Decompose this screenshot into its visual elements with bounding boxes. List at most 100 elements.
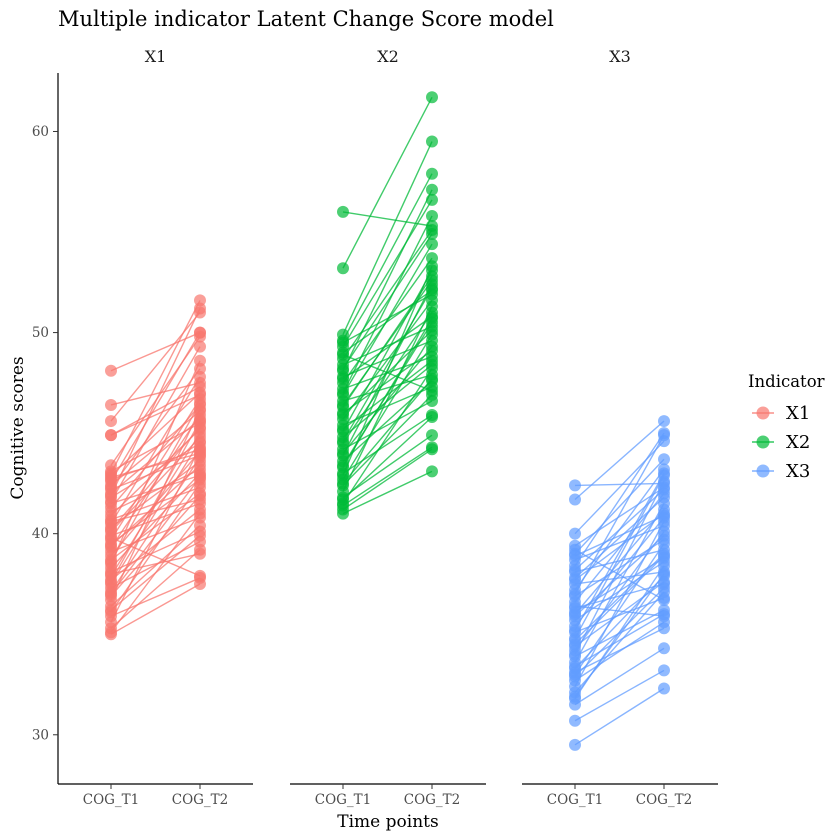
data-point-t2	[426, 411, 438, 424]
data-point-t2	[194, 362, 206, 375]
data-point-t2	[658, 467, 670, 480]
trajectory-line	[110, 476, 201, 595]
y-tick-label: 40	[32, 526, 49, 542]
y-tick-label: 50	[32, 325, 49, 341]
trajectory-line	[342, 299, 433, 420]
data-point-t1	[105, 415, 117, 428]
data-point-t1	[569, 493, 581, 506]
legend-label: X3	[786, 461, 810, 482]
trajectory-line	[574, 549, 665, 601]
data-point-t1	[337, 499, 349, 512]
series-lines	[574, 420, 665, 746]
trajectory-line	[342, 141, 433, 335]
facet-panels: X1 COG_T1 COG_T2 X2 COG_T1 COG_T2 X3 COG_T1 COG_…	[58, 47, 718, 808]
data-point-t1	[105, 588, 117, 601]
x-tick-label: COG_T2	[404, 792, 461, 808]
data-point-t1	[337, 398, 349, 411]
data-point-t2	[194, 569, 206, 582]
data-point-t1	[337, 348, 349, 361]
data-point-t2	[194, 493, 206, 506]
data-point-t1	[105, 539, 117, 552]
legend-key-point	[756, 464, 770, 478]
data-point-t2	[426, 183, 438, 196]
data-point-t2	[658, 664, 670, 677]
legend-items: X1 X2 X3	[752, 403, 810, 482]
trajectory-line	[574, 503, 665, 663]
trajectory-line	[110, 331, 201, 372]
data-point-t1	[569, 479, 581, 492]
x-tick-label: COG_T1	[315, 792, 372, 808]
data-point-t1	[569, 606, 581, 619]
data-point-t2	[426, 228, 438, 241]
legend-label: X2	[786, 432, 810, 453]
data-point-t1	[337, 336, 349, 349]
trajectory-line	[574, 513, 665, 581]
trajectory-line	[110, 392, 201, 476]
data-point-t1	[337, 386, 349, 399]
series-points	[569, 415, 670, 751]
panel-strip-label: X2	[377, 47, 399, 66]
trajectory-line	[110, 382, 201, 406]
data-point-t2	[194, 396, 206, 409]
data-point-t2	[658, 483, 670, 496]
data-point-t2	[658, 608, 670, 621]
legend-title: Indicator	[748, 372, 825, 391]
trajectory-line	[342, 380, 433, 462]
trajectory-line	[342, 368, 433, 504]
trajectory-line	[342, 448, 433, 511]
trajectory-line	[574, 613, 665, 668]
data-point-t1	[569, 738, 581, 751]
data-point-t2	[426, 167, 438, 180]
trajectory-line	[110, 440, 201, 585]
trajectory-line	[342, 279, 433, 406]
data-point-t1	[569, 714, 581, 727]
data-point-t2	[658, 594, 670, 607]
trajectory-line	[342, 189, 433, 372]
trajectory-line	[574, 420, 665, 501]
data-point-t1	[569, 624, 581, 637]
trajectory-line	[574, 440, 665, 535]
trajectory-line	[342, 470, 433, 515]
data-point-t1	[337, 372, 349, 385]
data-point-t1	[105, 575, 117, 588]
data-point-t1	[105, 398, 117, 411]
trajectory-line	[574, 581, 665, 647]
data-point-t2	[426, 300, 438, 313]
trajectory-line	[110, 583, 201, 635]
data-point-t2	[194, 507, 206, 520]
trajectory-line	[110, 452, 201, 479]
data-point-t1	[569, 640, 581, 653]
trajectory-line	[110, 549, 201, 629]
data-point-t1	[337, 477, 349, 490]
trajectory-line	[574, 573, 665, 697]
data-point-t1	[105, 471, 117, 484]
trajectory-line	[574, 621, 665, 682]
data-point-t1	[105, 489, 117, 502]
trajectory-line	[574, 627, 665, 674]
legend-item-x2: X2	[752, 432, 810, 453]
data-point-t1	[337, 423, 349, 436]
data-point-t2	[658, 429, 670, 442]
trajectory-line	[574, 486, 665, 547]
data-point-t2	[426, 429, 438, 442]
data-point-t2	[194, 519, 206, 532]
data-point-t2	[658, 551, 670, 564]
trajectory-line	[574, 473, 665, 631]
data-point-t2	[194, 447, 206, 460]
data-point-t2	[426, 193, 438, 206]
data-point-t2	[658, 529, 670, 542]
trajectory-line	[574, 509, 665, 615]
trajectory-line	[342, 360, 433, 430]
data-point-t1	[105, 628, 117, 641]
trajectory-line	[574, 587, 665, 677]
trajectory-line	[342, 416, 433, 501]
trajectory-line	[574, 553, 665, 641]
trajectory-line	[342, 434, 433, 499]
data-point-t1	[337, 362, 349, 375]
x-tick-label: COG_T1	[547, 792, 604, 808]
trajectory-line	[342, 414, 433, 474]
trajectory-line	[574, 458, 665, 555]
trajectory-line	[110, 402, 201, 563]
trajectory-line	[110, 464, 201, 547]
